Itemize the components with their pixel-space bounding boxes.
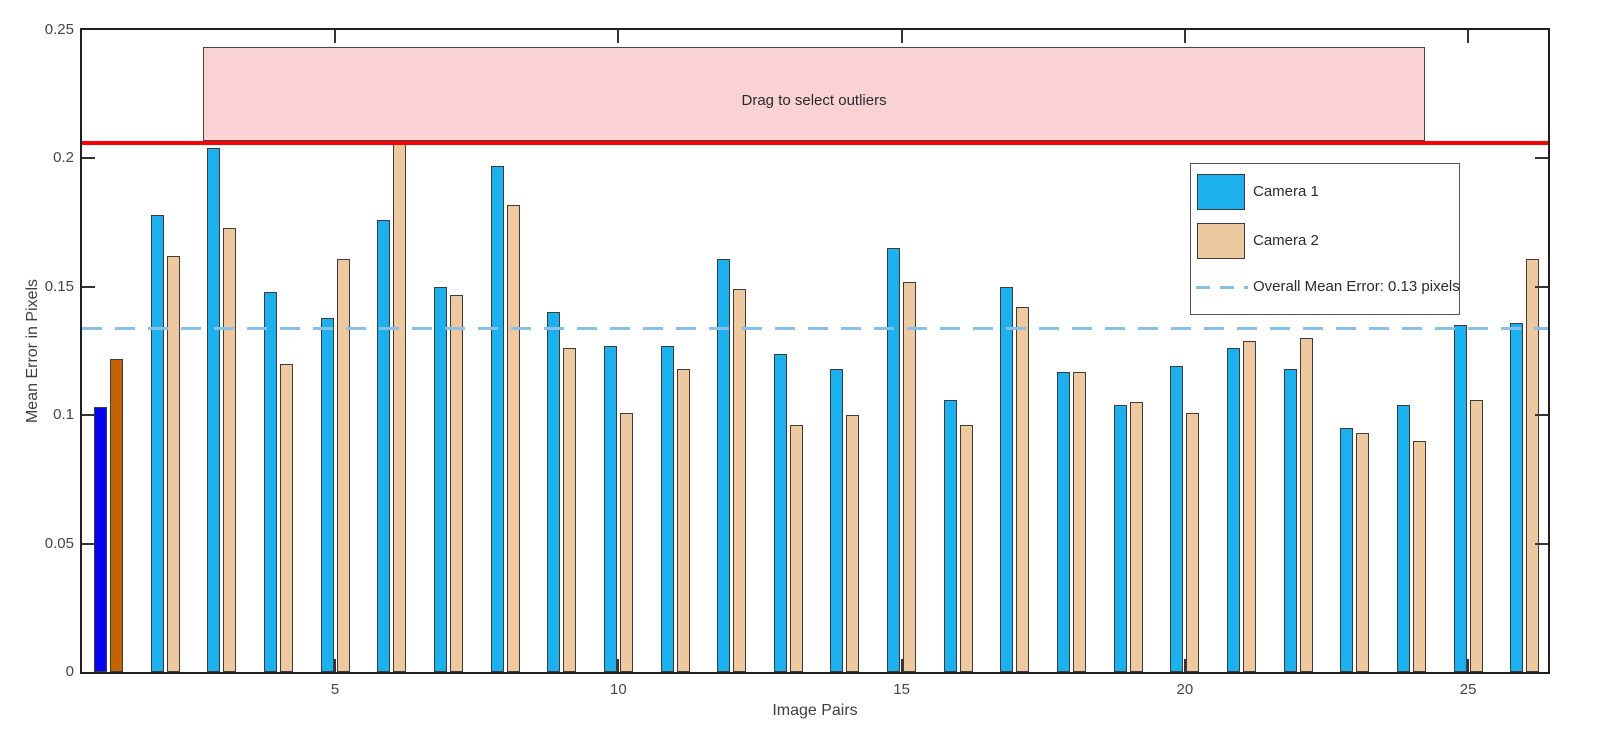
bar-camera2-pair-23[interactable] xyxy=(1356,433,1370,672)
y-tick-label-0.05: 0.05 xyxy=(44,534,74,552)
bar-camera1-pair-9[interactable] xyxy=(547,312,561,672)
bar-camera2-pair-4[interactable] xyxy=(279,364,293,672)
y-tick-left-0.1 xyxy=(82,414,95,417)
bar-camera2-pair-22[interactable] xyxy=(1299,338,1313,672)
bar-camera1-pair-1-selected[interactable] xyxy=(94,407,107,672)
bar-camera1-pair-21[interactable] xyxy=(1227,348,1240,672)
x-tick-top-5 xyxy=(334,30,337,43)
y-tick-label-0.25: 0.25 xyxy=(44,21,74,38)
legend-swatch-camera1 xyxy=(1197,174,1245,210)
bar-camera2-pair-1-selected[interactable] xyxy=(110,359,123,672)
x-tick-bottom-25 xyxy=(1467,659,1470,672)
y-tick-right-0.05 xyxy=(1535,542,1548,545)
x-tick-bottom-5 xyxy=(334,659,337,672)
bar-camera2-pair-15[interactable] xyxy=(903,282,917,672)
bar-camera1-pair-3[interactable] xyxy=(207,148,221,672)
bar-camera1-pair-6[interactable] xyxy=(377,220,391,672)
x-tick-bottom-20 xyxy=(1183,659,1186,672)
y-tick-label-0.1: 0.1 xyxy=(53,406,74,424)
bar-camera2-pair-13[interactable] xyxy=(789,425,803,672)
legend: Camera 1 Camera 2 Overall Mean Error: 0.… xyxy=(1190,163,1460,315)
legend-label-mean-error: Overall Mean Error: 0.13 pixels xyxy=(1253,278,1460,295)
x-tick-label-15: 15 xyxy=(893,681,910,698)
outlier-selection-region[interactable]: Drag to select outliers xyxy=(203,46,1426,141)
x-tick-top-15 xyxy=(900,30,903,43)
legend-swatch-camera2 xyxy=(1197,223,1245,259)
x-tick-top-10 xyxy=(617,30,620,43)
bar-camera2-pair-21[interactable] xyxy=(1243,341,1256,672)
bar-camera1-pair-18[interactable] xyxy=(1057,372,1071,672)
bar-camera1-pair-19[interactable] xyxy=(1113,405,1127,672)
x-tick-label-20: 20 xyxy=(1176,681,1194,698)
bar-camera2-pair-8[interactable] xyxy=(506,205,520,672)
x-tick-bottom-10 xyxy=(617,659,620,672)
y-tick-left-0.2 xyxy=(82,157,95,160)
bar-camera1-pair-16[interactable] xyxy=(943,400,957,672)
bar-camera1-pair-25[interactable] xyxy=(1453,325,1467,672)
bar-camera2-pair-19[interactable] xyxy=(1129,402,1143,672)
bar-camera2-pair-25[interactable] xyxy=(1469,400,1483,672)
bar-camera2-pair-9[interactable] xyxy=(563,348,577,672)
x-tick-top-20 xyxy=(1183,30,1186,43)
bar-camera1-pair-12[interactable] xyxy=(717,259,731,672)
legend-label-camera2: Camera 2 xyxy=(1253,232,1319,249)
bar-camera2-pair-10[interactable] xyxy=(619,413,633,672)
bar-camera1-pair-13[interactable] xyxy=(773,354,787,672)
bar-camera1-pair-2[interactable] xyxy=(150,215,164,672)
y-tick-label-0.2: 0.2 xyxy=(53,149,74,167)
bar-camera1-pair-24[interactable] xyxy=(1396,405,1410,672)
y-tick-label-0.15: 0.15 xyxy=(44,277,74,295)
bar-camera2-pair-6[interactable] xyxy=(393,140,407,672)
ticks-layer xyxy=(82,30,1548,672)
bar-camera2-pair-17[interactable] xyxy=(1016,307,1030,672)
bar-camera1-pair-15[interactable] xyxy=(887,248,901,672)
bar-camera1-pair-10[interactable] xyxy=(603,346,617,672)
bar-camera1-pair-5[interactable] xyxy=(320,318,334,672)
y-tick-label-0: 0 xyxy=(65,663,74,680)
bar-camera1-pair-11[interactable] xyxy=(660,346,674,672)
bar-camera2-pair-5[interactable] xyxy=(336,259,350,672)
bar-camera1-pair-26[interactable] xyxy=(1510,323,1524,672)
y-tick-right-0.1 xyxy=(1535,414,1548,417)
bar-camera2-pair-14[interactable] xyxy=(846,415,860,672)
bar-camera2-pair-16[interactable] xyxy=(959,425,973,672)
x-tick-label-25: 25 xyxy=(1459,681,1477,698)
y-tick-right-0.2 xyxy=(1535,157,1548,160)
legend-dashed-line-sample xyxy=(1196,286,1248,289)
bar-camera1-pair-14[interactable] xyxy=(830,369,844,672)
bar-camera2-pair-3[interactable] xyxy=(223,228,237,672)
bar-camera2-pair-7[interactable] xyxy=(449,295,463,672)
y-tick-right-0.15 xyxy=(1535,285,1548,288)
overall-mean-error-line xyxy=(82,326,1548,330)
bar-camera1-pair-7[interactable] xyxy=(433,287,447,672)
bar-camera1-pair-8[interactable] xyxy=(490,166,504,672)
bar-camera1-pair-23[interactable] xyxy=(1340,428,1354,672)
bar-camera2-pair-20[interactable] xyxy=(1186,413,1200,672)
bar-camera1-pair-4[interactable] xyxy=(263,292,277,672)
bar-camera2-pair-11[interactable] xyxy=(676,369,690,672)
y-tick-left-0.15 xyxy=(82,285,95,288)
bar-camera1-pair-22[interactable] xyxy=(1283,369,1297,672)
x-axis-title: Image Pairs xyxy=(772,702,858,719)
bar-camera2-pair-12[interactable] xyxy=(733,289,747,672)
outlier-threshold-line xyxy=(82,140,1548,145)
bars-layer xyxy=(82,30,1548,672)
selection-region-label: Drag to select outliers xyxy=(741,91,887,109)
legend-label-camera1: Camera 1 xyxy=(1253,183,1319,200)
y-axis-title: Mean Error in Pixels xyxy=(24,278,41,424)
bar-camera2-pair-18[interactable] xyxy=(1073,372,1087,672)
y-tick-left-0.05 xyxy=(82,542,95,545)
plot-area: Drag to select outliers Camera 1 Camera … xyxy=(80,28,1550,674)
x-tick-label-10: 10 xyxy=(610,681,627,698)
bar-camera2-pair-26[interactable] xyxy=(1526,259,1540,672)
bar-camera2-pair-2[interactable] xyxy=(166,256,180,672)
bar-camera1-pair-20[interactable] xyxy=(1170,366,1184,672)
x-tick-top-25 xyxy=(1467,30,1470,43)
x-tick-label-5: 5 xyxy=(330,681,340,698)
x-tick-bottom-15 xyxy=(900,659,903,672)
bar-camera1-pair-17[interactable] xyxy=(1000,287,1014,672)
bar-camera2-pair-24[interactable] xyxy=(1412,441,1426,672)
